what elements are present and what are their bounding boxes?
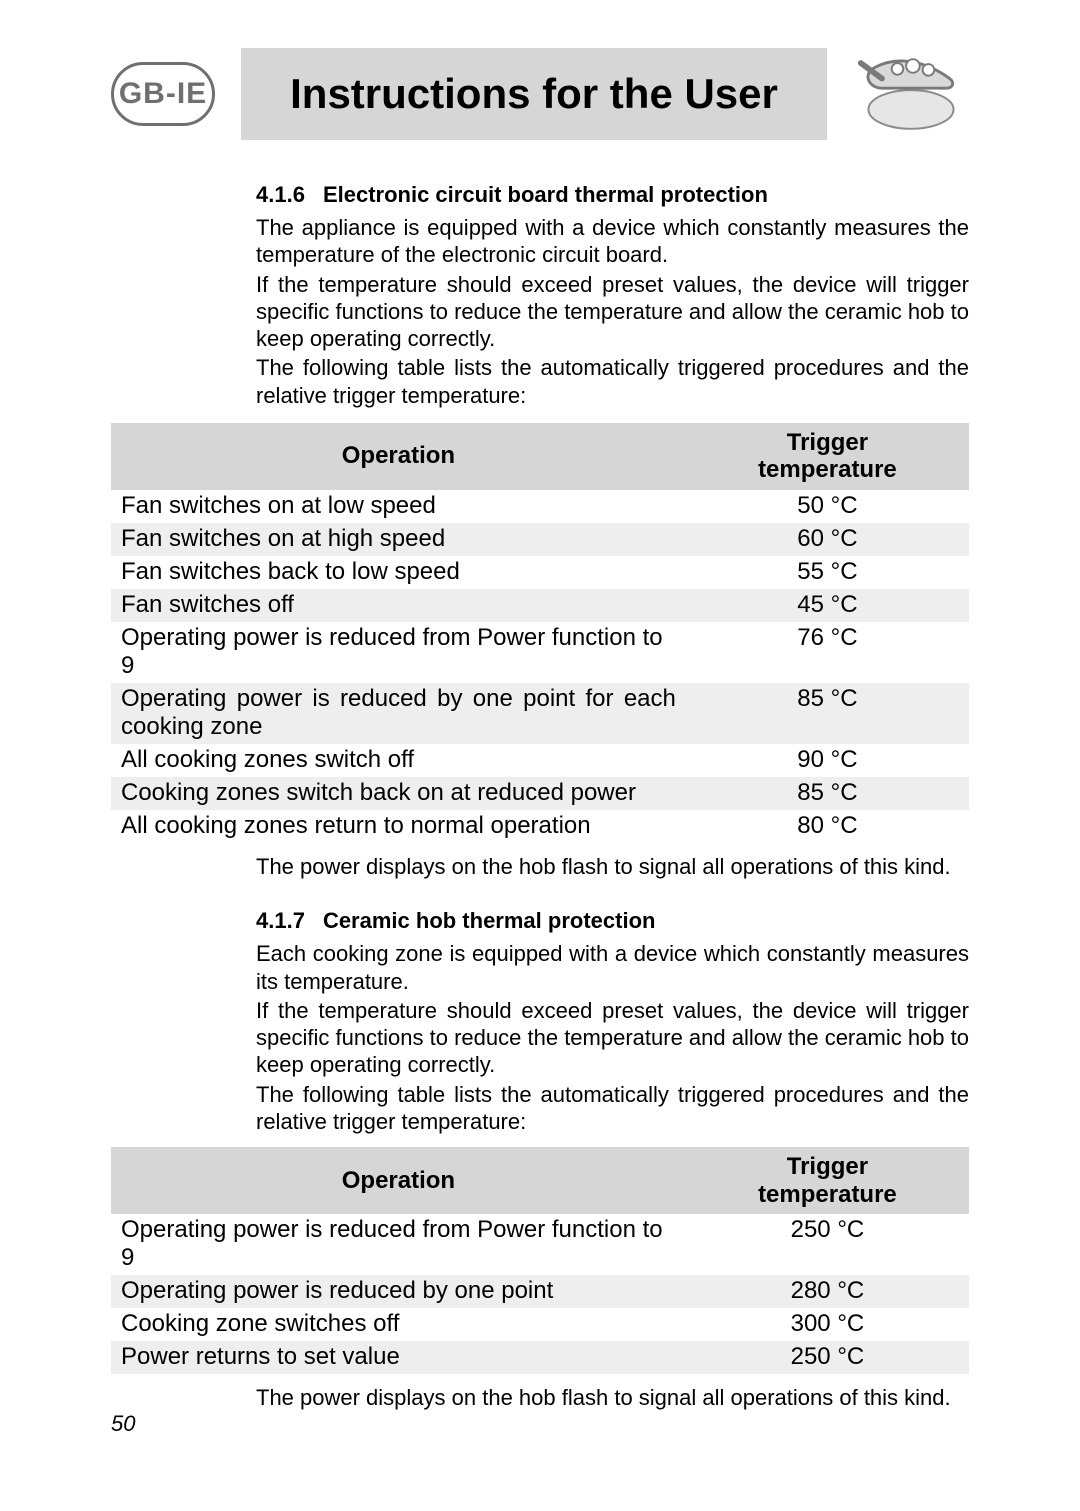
spoon-chef-icon <box>853 48 969 140</box>
text: temperature <box>758 1181 897 1208</box>
table-header-row: Operation Trigger temperature <box>111 1147 969 1214</box>
cell-operation: Operating power is reduced from Power fu… <box>111 622 686 683</box>
region-badge: GB-IE <box>111 62 215 126</box>
cell-operation: All cooking zones switch off <box>111 744 686 777</box>
table-417: Operation Trigger temperature Operating … <box>111 1147 969 1374</box>
table-row: Power returns to set value250 °C <box>111 1341 969 1374</box>
column-header-operation: Operation <box>111 1147 686 1214</box>
text: Trigger <box>787 429 868 456</box>
paragraph: The following table lists the automatica… <box>256 1081 969 1136</box>
table-row: Fan switches on at low speed50 °C <box>111 490 969 523</box>
cell-operation: Fan switches back to low speed <box>111 556 686 589</box>
cell-operation: Fan switches on at high speed <box>111 523 686 556</box>
cell-temp: 300 °C <box>686 1308 969 1341</box>
table-row: Cooking zone switches off300 °C <box>111 1308 969 1341</box>
cell-temp: 250 °C <box>686 1341 969 1374</box>
paragraph: The following table lists the automatica… <box>256 354 969 409</box>
page-number: 50 <box>111 1411 135 1437</box>
cell-temp: 55 °C <box>686 556 969 589</box>
paragraph: The appliance is equipped with a device … <box>256 214 969 269</box>
cell-temp: 250 °C <box>686 1214 969 1275</box>
table-row: Cooking zones switch back on at reduced … <box>111 777 969 810</box>
table-row: All cooking zones switch off90 °C <box>111 744 969 777</box>
section-number: 4.1.7 <box>256 908 305 934</box>
cell-temp: 85 °C <box>686 683 969 744</box>
table-row: Operating power is reduced from Power fu… <box>111 622 969 683</box>
cell-temp: 50 °C <box>686 490 969 523</box>
column-header-trigger-temp: Trigger temperature <box>686 423 969 490</box>
text: temperature <box>758 456 897 483</box>
cell-temp: 60 °C <box>686 523 969 556</box>
table-row: All cooking zones return to normal opera… <box>111 810 969 843</box>
note-416: The power displays on the hob flash to s… <box>256 853 969 880</box>
section-heading-417: 4.1.7 Ceramic hob thermal protection <box>256 908 969 934</box>
text: Trigger <box>787 1153 868 1180</box>
section-title: Ceramic hob thermal protection <box>323 908 656 933</box>
section-number: 4.1.6 <box>256 182 305 208</box>
note-417: The power displays on the hob flash to s… <box>256 1384 969 1411</box>
table-row: Fan switches off45 °C <box>111 589 969 622</box>
table-row: Operating power is reduced by one point … <box>111 683 969 744</box>
paragraph: If the temperature should exceed preset … <box>256 271 969 353</box>
cell-temp: 76 °C <box>686 622 969 683</box>
cell-operation: Operating power is reduced from Power fu… <box>111 1214 686 1275</box>
cell-temp: 45 °C <box>686 589 969 622</box>
column-header-trigger-temp: Trigger temperature <box>686 1147 969 1214</box>
cell-operation: Cooking zones switch back on at reduced … <box>111 777 686 810</box>
cell-operation: Operating power is reduced by one point … <box>111 683 686 744</box>
column-header-operation: Operation <box>111 423 686 490</box>
section-heading-416: 4.1.6 Electronic circuit board thermal pr… <box>256 182 969 208</box>
cell-temp: 280 °C <box>686 1275 969 1308</box>
table-header-row: Operation Trigger temperature <box>111 423 969 490</box>
table-row: Operating power is reduced from Power fu… <box>111 1214 969 1275</box>
page-header: GB-IE Instructions for the User <box>111 48 969 140</box>
section-title: Electronic circuit board thermal protect… <box>323 182 768 207</box>
cell-operation: Fan switches off <box>111 589 686 622</box>
cell-operation: All cooking zones return to normal opera… <box>111 810 686 843</box>
cell-operation: Cooking zone switches off <box>111 1308 686 1341</box>
table-row: Operating power is reduced by one point2… <box>111 1275 969 1308</box>
page-title: Instructions for the User <box>241 48 827 140</box>
cell-operation: Operating power is reduced by one point <box>111 1275 686 1308</box>
cell-temp: 90 °C <box>686 744 969 777</box>
cell-operation: Fan switches on at low speed <box>111 490 686 523</box>
cell-temp: 80 °C <box>686 810 969 843</box>
table-row: Fan switches back to low speed55 °C <box>111 556 969 589</box>
cell-operation: Power returns to set value <box>111 1341 686 1374</box>
cell-temp: 85 °C <box>686 777 969 810</box>
paragraph: Each cooking zone is equipped with a dev… <box>256 940 969 995</box>
paragraph: If the temperature should exceed preset … <box>256 997 969 1079</box>
table-416: Operation Trigger temperature Fan switch… <box>111 423 969 843</box>
table-row: Fan switches on at high speed60 °C <box>111 523 969 556</box>
